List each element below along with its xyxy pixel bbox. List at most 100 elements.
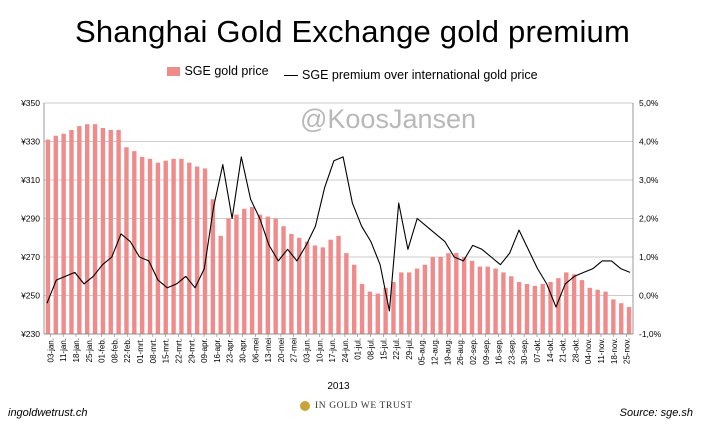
y-left-tick-label: ¥290 bbox=[20, 214, 40, 224]
bar bbox=[516, 282, 522, 334]
x-tick-label: 15-mrt. bbox=[162, 338, 171, 363]
bar bbox=[438, 257, 443, 334]
bar bbox=[469, 260, 475, 334]
bar bbox=[312, 245, 318, 334]
legend-label-premium: SGE premium over international gold pric… bbox=[302, 68, 538, 82]
x-tick-label: 01-feb. bbox=[98, 338, 107, 363]
bar bbox=[619, 303, 624, 334]
bar bbox=[179, 158, 184, 334]
x-tick-label: 18-nov. bbox=[610, 338, 619, 364]
x-tick-label: 23-sep. bbox=[507, 338, 516, 365]
bar bbox=[242, 208, 247, 334]
x-tick-label: 13-mei bbox=[264, 338, 273, 363]
x-tick-label: 01-jul. bbox=[354, 338, 363, 360]
x-tick-label: 09-sep. bbox=[482, 338, 491, 365]
x-tick-label: 17-jun. bbox=[328, 338, 337, 362]
bar bbox=[344, 253, 349, 334]
footer-logo: In Gold We Trust bbox=[300, 401, 413, 411]
bar bbox=[603, 291, 608, 334]
y-left-tick-label: ¥250 bbox=[20, 291, 40, 301]
bar bbox=[564, 272, 569, 334]
x-tick-label: 18-jan. bbox=[72, 338, 81, 362]
legend-item-premium: SGE premium over international gold pric… bbox=[284, 68, 538, 82]
x-tick-label: 22-jul. bbox=[392, 338, 401, 360]
bar bbox=[45, 139, 51, 334]
footer-source: Source: sge.sh bbox=[619, 407, 693, 419]
x-tick-label: 09-apr. bbox=[200, 338, 209, 363]
bar bbox=[218, 235, 223, 334]
x-tick-label: 11-jan. bbox=[59, 338, 68, 362]
x-tick-label: 20-mei bbox=[277, 338, 286, 363]
x-tick-label: 24-jun. bbox=[341, 338, 350, 362]
y-left-tick-label: ¥330 bbox=[20, 137, 40, 147]
x-tick-label: 19-aug. bbox=[443, 338, 452, 365]
x-tick-label: 16-apr. bbox=[213, 338, 222, 363]
bar bbox=[430, 257, 435, 334]
bar bbox=[556, 278, 561, 334]
bar bbox=[477, 266, 483, 334]
y-left-tick-label: ¥270 bbox=[20, 252, 40, 262]
x-tick-label: 10-jun. bbox=[315, 338, 324, 362]
bar bbox=[69, 129, 74, 334]
bar bbox=[116, 129, 121, 334]
bar bbox=[139, 156, 145, 334]
x-tick-label: 30-apr. bbox=[238, 338, 247, 363]
x-tick-label: 05-aug. bbox=[418, 338, 427, 365]
y-left-tick-label: ¥230 bbox=[20, 329, 40, 339]
bar bbox=[84, 124, 90, 334]
bar bbox=[391, 282, 396, 334]
x-tick-label: 15-jul. bbox=[379, 338, 388, 360]
x-tick-label: 29-mrt. bbox=[187, 338, 196, 363]
x-tick-label: 02-sep. bbox=[469, 338, 478, 365]
legend: SGE gold price SGE premium over internat… bbox=[0, 64, 705, 82]
bar bbox=[399, 272, 404, 334]
x-tick-label: 06-mei bbox=[251, 338, 260, 363]
bar bbox=[257, 214, 263, 334]
bar bbox=[328, 239, 333, 334]
bar bbox=[461, 257, 467, 334]
bar bbox=[595, 289, 600, 334]
bar bbox=[155, 162, 161, 334]
bar bbox=[265, 216, 271, 334]
logo-emblem-icon bbox=[300, 401, 310, 411]
bar bbox=[163, 160, 168, 334]
x-tick-label: 29-jul. bbox=[405, 338, 414, 360]
bar bbox=[226, 218, 231, 334]
bar bbox=[210, 199, 216, 334]
bar bbox=[406, 272, 412, 334]
bar bbox=[367, 291, 373, 334]
bar bbox=[509, 276, 514, 334]
bar bbox=[171, 158, 176, 334]
y-left-tick-label: ¥350 bbox=[20, 98, 40, 108]
x-tick-label: 11-nov. bbox=[597, 338, 606, 364]
x-tick-label: 08-feb. bbox=[110, 338, 119, 363]
bar bbox=[100, 128, 106, 334]
bar bbox=[132, 151, 137, 334]
bar bbox=[501, 272, 506, 334]
bar bbox=[92, 124, 98, 334]
bar bbox=[532, 285, 538, 334]
bar bbox=[249, 206, 255, 334]
x-tick-label: 25-nov. bbox=[623, 338, 632, 364]
x-tick-label: 25-jan. bbox=[85, 338, 94, 362]
x-tick-label: 27-mei bbox=[290, 338, 299, 363]
premium-line bbox=[46, 156, 631, 312]
bar bbox=[540, 283, 545, 334]
x-tick-label: 08-mrt. bbox=[149, 338, 158, 363]
bar bbox=[202, 168, 208, 334]
bar bbox=[375, 293, 380, 334]
x-tick-label: 04-nov. bbox=[584, 338, 593, 364]
y-right-tick-label: -1,0% bbox=[639, 329, 662, 339]
x-tick-label: 01-mrt. bbox=[136, 338, 145, 363]
bar bbox=[446, 253, 451, 334]
footer-website: ingoldwetrust.ch bbox=[8, 407, 88, 419]
bar bbox=[359, 283, 365, 334]
chart-title: Shanghai Gold Exchange gold premium bbox=[74, 14, 630, 49]
x-tick-label: 03-jan. bbox=[46, 338, 55, 362]
y-right-tick-label: 2,0% bbox=[639, 214, 659, 224]
x-tick-label: 26-aug. bbox=[456, 338, 465, 365]
x-axis-label: 2013 bbox=[327, 381, 350, 392]
bar bbox=[548, 282, 553, 334]
